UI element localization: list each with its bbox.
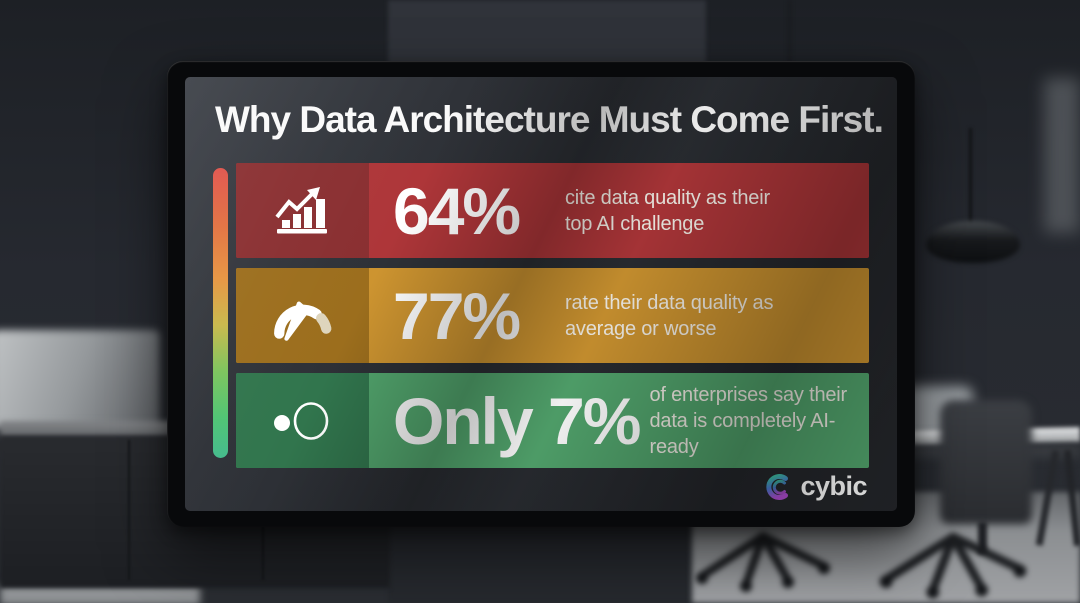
stat-icon-cell (236, 163, 369, 258)
stat-description: cite data quality as their top AI challe… (565, 186, 770, 235)
stat-value: Only 7% (393, 383, 641, 458)
slide-screen: Why Data Architecture Must Come First. (185, 77, 897, 511)
wall-seam (788, 0, 791, 70)
chair-post (978, 522, 987, 554)
chair-base (688, 518, 838, 598)
stat-bar-data-quality-challenge: 64% cite data quality as their top AI ch… (236, 163, 869, 258)
stat-description: rate their data quality as average or wo… (565, 291, 774, 340)
table-leg (1035, 449, 1080, 547)
floor-strip (0, 585, 200, 603)
stat-value: 77% (393, 278, 521, 353)
stat-icon-cell (236, 268, 369, 363)
stat-icon-cell (236, 373, 369, 468)
stat-content: 64% cite data quality as their top AI ch… (369, 163, 869, 258)
red-to-green-scale-strip (213, 168, 228, 458)
desk-monitor (0, 330, 160, 428)
stat-content: 77% rate their data quality as average o… (369, 268, 869, 363)
stat-value: 64% (393, 173, 521, 248)
stat-content: Only 7% of enterprises say their data is… (369, 373, 869, 468)
office-chair (940, 400, 1032, 524)
stat-bar-ai-ready: Only 7% of enterprises say their data is… (236, 373, 869, 468)
cabinet-seam (128, 440, 130, 580)
circles-icon (273, 401, 328, 440)
wall-light-panel (1044, 78, 1080, 233)
slide-title: Why Data Architecture Must Come First. (215, 99, 884, 140)
cybic-logo-text: cybic (800, 471, 867, 501)
tv-display: Why Data Architecture Must Come First. (167, 61, 915, 527)
pendant-lamp (926, 221, 1020, 263)
cybic-logo: cybic (765, 471, 867, 502)
pendant-lamp-cord (969, 128, 972, 230)
stat-description: of enterprises say their data is complet… (649, 383, 847, 458)
gauge-icon (273, 301, 331, 341)
growth-chart-icon (274, 186, 327, 233)
stat-bar-data-quality-rating: 77% rate their data quality as average o… (236, 268, 869, 363)
cybic-logo-icon (766, 473, 789, 500)
chair-base (868, 520, 1038, 603)
stat-bars: 64% cite data quality as their top AI ch… (236, 163, 869, 478)
